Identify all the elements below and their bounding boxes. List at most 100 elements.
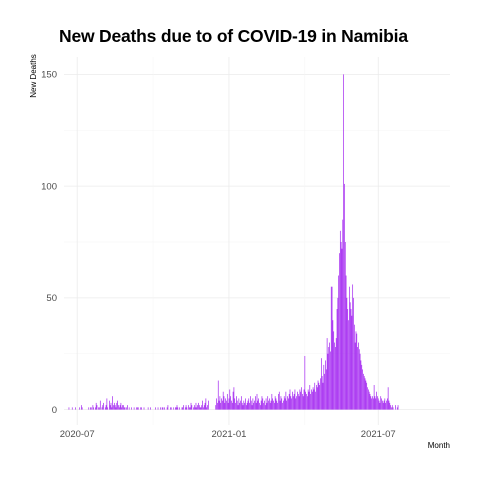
bar — [199, 407, 201, 410]
bar — [319, 385, 321, 410]
bar — [226, 393, 228, 410]
bar — [68, 407, 70, 410]
bar — [95, 407, 96, 410]
x-tick-label: 2020-07 — [60, 429, 95, 440]
bar — [112, 396, 113, 410]
bar — [107, 407, 109, 410]
bar — [268, 400, 269, 410]
bar — [245, 398, 246, 410]
bar — [133, 407, 135, 410]
bar — [230, 396, 231, 410]
bar — [322, 382, 324, 410]
bar — [182, 407, 184, 410]
bar — [387, 387, 389, 410]
bar — [118, 405, 119, 410]
bar — [329, 342, 330, 410]
bar — [236, 400, 238, 410]
bar — [166, 407, 168, 410]
bar — [384, 398, 386, 410]
bar — [396, 407, 398, 410]
bar — [356, 333, 358, 410]
bar — [190, 402, 192, 410]
bar — [161, 407, 163, 410]
bar — [101, 407, 103, 410]
bar — [316, 385, 317, 410]
bar — [260, 400, 262, 410]
bar — [118, 407, 120, 410]
bar — [331, 286, 333, 410]
bar — [280, 396, 282, 410]
bar — [347, 309, 349, 410]
bar — [79, 407, 81, 410]
bar — [290, 396, 292, 410]
bar — [173, 407, 175, 410]
bar — [179, 407, 180, 410]
bar — [353, 297, 354, 410]
bar — [358, 349, 360, 410]
bar — [339, 253, 340, 410]
bar — [327, 353, 329, 410]
bar — [316, 387, 318, 410]
bar — [167, 405, 169, 410]
bar — [194, 407, 196, 410]
bar — [240, 396, 242, 410]
bar — [336, 309, 338, 410]
bar — [388, 400, 390, 410]
bar — [170, 407, 171, 410]
bar — [228, 398, 230, 410]
bar — [392, 407, 394, 410]
bar — [382, 402, 384, 410]
bar — [373, 385, 375, 410]
bar — [308, 391, 310, 410]
bar — [88, 407, 90, 410]
bar — [325, 369, 327, 410]
bar — [337, 297, 339, 410]
bar — [238, 398, 240, 410]
bar — [95, 402, 97, 410]
y-tick-label: 0 — [52, 405, 57, 416]
bar — [141, 407, 142, 410]
chart-title: New Deaths due to of COVID-19 in Namibia — [59, 26, 408, 46]
bar — [272, 398, 274, 410]
bar — [370, 396, 372, 410]
bar — [239, 402, 241, 410]
bar — [244, 402, 245, 410]
bar — [203, 405, 205, 410]
bar — [251, 405, 253, 410]
bar — [90, 407, 92, 410]
bar — [224, 402, 226, 410]
bar — [119, 405, 121, 410]
bar — [386, 400, 387, 410]
bar — [266, 402, 268, 410]
bar — [258, 398, 259, 410]
bar — [346, 297, 348, 410]
bar — [197, 405, 198, 410]
bar — [343, 74, 344, 410]
bar — [297, 391, 298, 410]
bar — [342, 219, 344, 410]
bar — [102, 405, 104, 410]
bar — [283, 396, 285, 410]
bar — [120, 402, 122, 410]
bar — [359, 353, 361, 410]
bar — [279, 400, 281, 410]
bar — [231, 402, 233, 410]
bar — [300, 391, 302, 410]
y-axis-title: New Deaths — [29, 54, 38, 98]
bar — [250, 396, 251, 410]
bar — [288, 393, 290, 410]
y-tick-label: 100 — [41, 181, 57, 192]
bar — [334, 342, 335, 410]
bar — [344, 183, 345, 410]
bar — [113, 405, 114, 410]
bar — [294, 389, 296, 410]
bars-layer — [68, 74, 399, 410]
bar — [140, 407, 142, 410]
bar — [127, 405, 128, 410]
bar — [200, 407, 202, 410]
bar — [250, 400, 252, 410]
bar — [99, 400, 101, 410]
bar — [345, 275, 347, 410]
bar — [114, 405, 116, 410]
bar — [372, 398, 374, 410]
